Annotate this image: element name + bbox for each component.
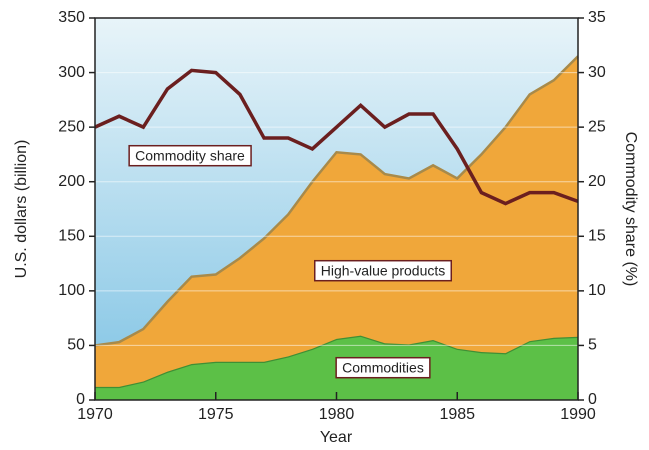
y-tick-label: 150	[58, 228, 85, 245]
y-tick-label: 50	[67, 337, 85, 354]
y-tick-label: 200	[58, 173, 85, 190]
y2-tick-label: 25	[588, 118, 606, 135]
y-axis-title: U.S. dollars (billion)	[13, 140, 30, 279]
x-tick-label: 1970	[77, 406, 113, 423]
x-tick-label: 1980	[319, 406, 355, 423]
y-tick-label: 250	[58, 118, 85, 135]
y-tick-label: 300	[58, 64, 85, 81]
y2-tick-label: 30	[588, 64, 606, 81]
line	[94, 68, 579, 206]
x-tick-label: 1985	[439, 406, 475, 423]
label-box	[128, 144, 252, 167]
x-axis-title: Year	[320, 429, 353, 446]
area-edge	[94, 55, 579, 347]
series-label: Commodity share	[135, 148, 245, 164]
x-tick-label: 1990	[560, 406, 596, 423]
y2-tick-label: 0	[588, 391, 597, 408]
label-box	[335, 356, 431, 379]
plot: Commodities High-value products Commodity …	[58, 9, 606, 423]
y2-tick-label: 5	[588, 337, 597, 354]
y2-tick-label: 10	[588, 282, 606, 299]
y-tick-label: 100	[58, 282, 85, 299]
y2-tick-label: 20	[588, 173, 606, 190]
series-label: Commodities	[342, 360, 424, 376]
y2-tick-label: 35	[588, 9, 606, 26]
y-tick-label: 0	[76, 391, 85, 408]
y-tick-label: 350	[58, 9, 85, 26]
x-tick-label: 1975	[198, 406, 234, 423]
label-box	[313, 259, 453, 282]
y2-axis-title: Commodity share (%)	[622, 132, 639, 287]
series-label: High-value products	[321, 263, 446, 279]
area	[95, 56, 578, 387]
y2-tick-label: 15	[588, 228, 606, 245]
